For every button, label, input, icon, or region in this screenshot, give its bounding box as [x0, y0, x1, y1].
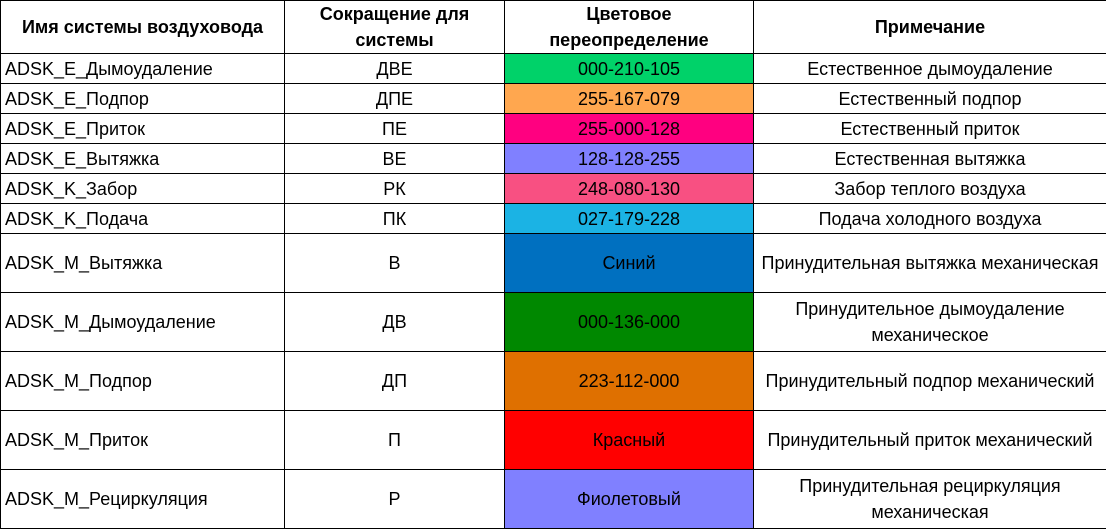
system-name-cell: ADSK_E_Приток: [0, 113, 285, 144]
note-cell: Забор теплого воздуха: [753, 173, 1106, 204]
system-name-cell: ADSK_K_Подача: [0, 203, 285, 234]
system-name-cell: ADSK_E_Подпор: [0, 83, 285, 114]
table-body: ADSK_E_Дымоудаление ДВЕ 000-210-105 Есте…: [0, 53, 1106, 529]
system-name-cell: ADSK_M_Приток: [0, 410, 285, 470]
note-cell: Подача холодного воздуха: [753, 203, 1106, 234]
table-row: ADSK_M_Дымоудаление ДВ 000-136-000 Прину…: [0, 292, 1106, 352]
system-name-cell: ADSK_K_Забор: [0, 173, 285, 204]
abbreviation-cell: П: [284, 410, 505, 470]
system-name-cell: ADSK_M_Дымоудаление: [0, 292, 285, 352]
abbreviation-cell: ПЕ: [284, 113, 505, 144]
table-header: Имя системы воздуховода Сокращение для с…: [0, 0, 1106, 54]
table-row: ADSK_E_Подпор ДПЕ 255-167-079 Естественн…: [0, 83, 1106, 114]
note-cell: Естественный подпор: [753, 83, 1106, 114]
abbreviation-cell: РК: [284, 173, 505, 204]
table-row: ADSK_E_Дымоудаление ДВЕ 000-210-105 Есте…: [0, 53, 1106, 84]
system-name-cell: ADSK_M_Подпор: [0, 351, 285, 411]
abbreviation-cell: ВЕ: [284, 143, 505, 174]
header-abbreviation: Сокращение для системы: [284, 0, 505, 54]
abbreviation-cell: ДВ: [284, 292, 505, 352]
color-override-cell: Синий: [504, 233, 754, 293]
note-cell: Естественное дымоудаление: [753, 53, 1106, 84]
table-row: ADSK_M_Приток П Красный Принудительный п…: [0, 410, 1106, 470]
note-cell: Принудительный приток механический: [753, 410, 1106, 470]
header-color-override: Цветовое переопределение: [504, 0, 754, 54]
color-override-cell: 027-179-228: [504, 203, 754, 234]
system-name-cell: ADSK_E_Вытяжка: [0, 143, 285, 174]
abbreviation-cell: ПК: [284, 203, 505, 234]
note-cell: Принудительная рециркуляция механическая: [753, 469, 1106, 529]
color-override-cell: 248-080-130: [504, 173, 754, 204]
header-row: Имя системы воздуховода Сокращение для с…: [0, 0, 1106, 54]
system-name-cell: ADSK_E_Дымоудаление: [0, 53, 285, 84]
abbreviation-cell: ДПЕ: [284, 83, 505, 114]
table-row: ADSK_K_Забор РК 248-080-130 Забор теплог…: [0, 173, 1106, 204]
color-override-cell: 000-136-000: [504, 292, 754, 352]
table-row: ADSK_E_Вытяжка ВЕ 128-128-255 Естественн…: [0, 143, 1106, 174]
abbreviation-cell: В: [284, 233, 505, 293]
color-override-cell: Красный: [504, 410, 754, 470]
abbreviation-cell: Р: [284, 469, 505, 529]
color-override-cell: 000-210-105: [504, 53, 754, 84]
header-note: Примечание: [753, 0, 1106, 54]
system-name-cell: ADSK_M_Вытяжка: [0, 233, 285, 293]
table-row: ADSK_M_Вытяжка В Синий Принудительная вы…: [0, 233, 1106, 293]
note-cell: Естественный приток: [753, 113, 1106, 144]
color-override-cell: 128-128-255: [504, 143, 754, 174]
table-row: ADSK_E_Приток ПЕ 255-000-128 Естественны…: [0, 113, 1106, 144]
note-cell: Принудительное дымоудаление механическое: [753, 292, 1106, 352]
note-cell: Принудительный подпор механический: [753, 351, 1106, 411]
note-cell: Естественная вытяжка: [753, 143, 1106, 174]
note-cell: Принудительная вытяжка механическая: [753, 233, 1106, 293]
color-override-cell: Фиолетовый: [504, 469, 754, 529]
color-override-cell: 223-112-000: [504, 351, 754, 411]
system-name-cell: ADSK_M_Рециркуляция: [0, 469, 285, 529]
header-system-name: Имя системы воздуховода: [0, 0, 285, 54]
table-row: ADSK_M_Подпор ДП 223-112-000 Принудитель…: [0, 351, 1106, 411]
color-override-cell: 255-167-079: [504, 83, 754, 114]
abbreviation-cell: ДП: [284, 351, 505, 411]
table-row: ADSK_K_Подача ПК 027-179-228 Подача холо…: [0, 203, 1106, 234]
color-override-cell: 255-000-128: [504, 113, 754, 144]
abbreviation-cell: ДВЕ: [284, 53, 505, 84]
table-row: ADSK_M_Рециркуляция Р Фиолетовый Принуди…: [0, 469, 1106, 529]
